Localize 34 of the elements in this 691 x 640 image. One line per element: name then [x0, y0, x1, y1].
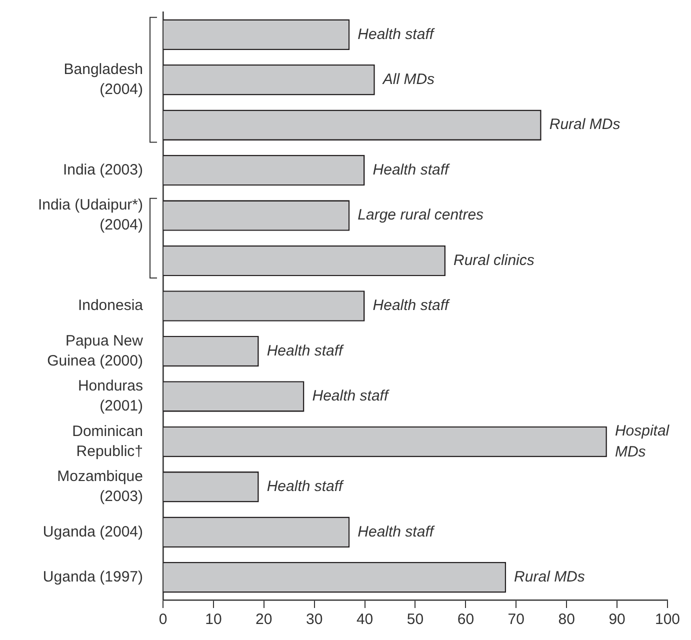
x-tick-label: 50 — [406, 611, 424, 628]
y-tick-label: Indonesia — [78, 297, 144, 314]
x-tick-label: 100 — [654, 611, 680, 628]
y-tick-label: India (2003) — [62, 161, 143, 178]
data-label: Health staff — [358, 523, 436, 540]
x-tick-label: 20 — [256, 611, 272, 628]
x-tick-label: 60 — [457, 611, 474, 628]
data-label: All MDs — [382, 71, 436, 88]
data-label: Large rural centres — [358, 206, 484, 224]
data-label: Health staff — [312, 388, 390, 405]
x-tick-label: 40 — [356, 611, 374, 628]
y-tick-label: Bangladesh (2004) — [64, 60, 144, 98]
y-tick-label: India (Udaipur*) (2004) — [38, 196, 144, 234]
x-tick-label: 30 — [306, 611, 323, 628]
y-tick-label: Uganda (1997) — [42, 568, 143, 586]
data-label: Hospital MDs — [614, 422, 670, 460]
data-label: Health staff — [372, 161, 450, 178]
y-tick-label: Papua New Guinea (2000) — [47, 332, 144, 370]
data-label: Rural MDs — [549, 116, 621, 134]
x-tick-label: 10 — [205, 611, 222, 628]
y-tick-label: Honduras (2001) — [78, 378, 144, 415]
y-tick-label: Mozambique (2003) — [57, 468, 144, 506]
data-label: Health staff — [358, 26, 436, 43]
x-tick-label: 0 — [158, 611, 168, 628]
y-tick-label: Dominican Republic† — [72, 422, 143, 460]
data-label: Health staff — [266, 342, 345, 360]
data-label: Rural clinics — [454, 252, 535, 269]
x-tick-label: 90 — [608, 611, 626, 628]
data-label: Health staff — [372, 297, 450, 314]
data-label: Health staff — [266, 478, 345, 496]
x-tick-label: 70 — [508, 611, 524, 628]
x-tick-label: 80 — [558, 611, 575, 628]
y-tick-label: Uganda (2004) — [42, 523, 143, 540]
data-label: Rural MDs — [514, 568, 586, 586]
